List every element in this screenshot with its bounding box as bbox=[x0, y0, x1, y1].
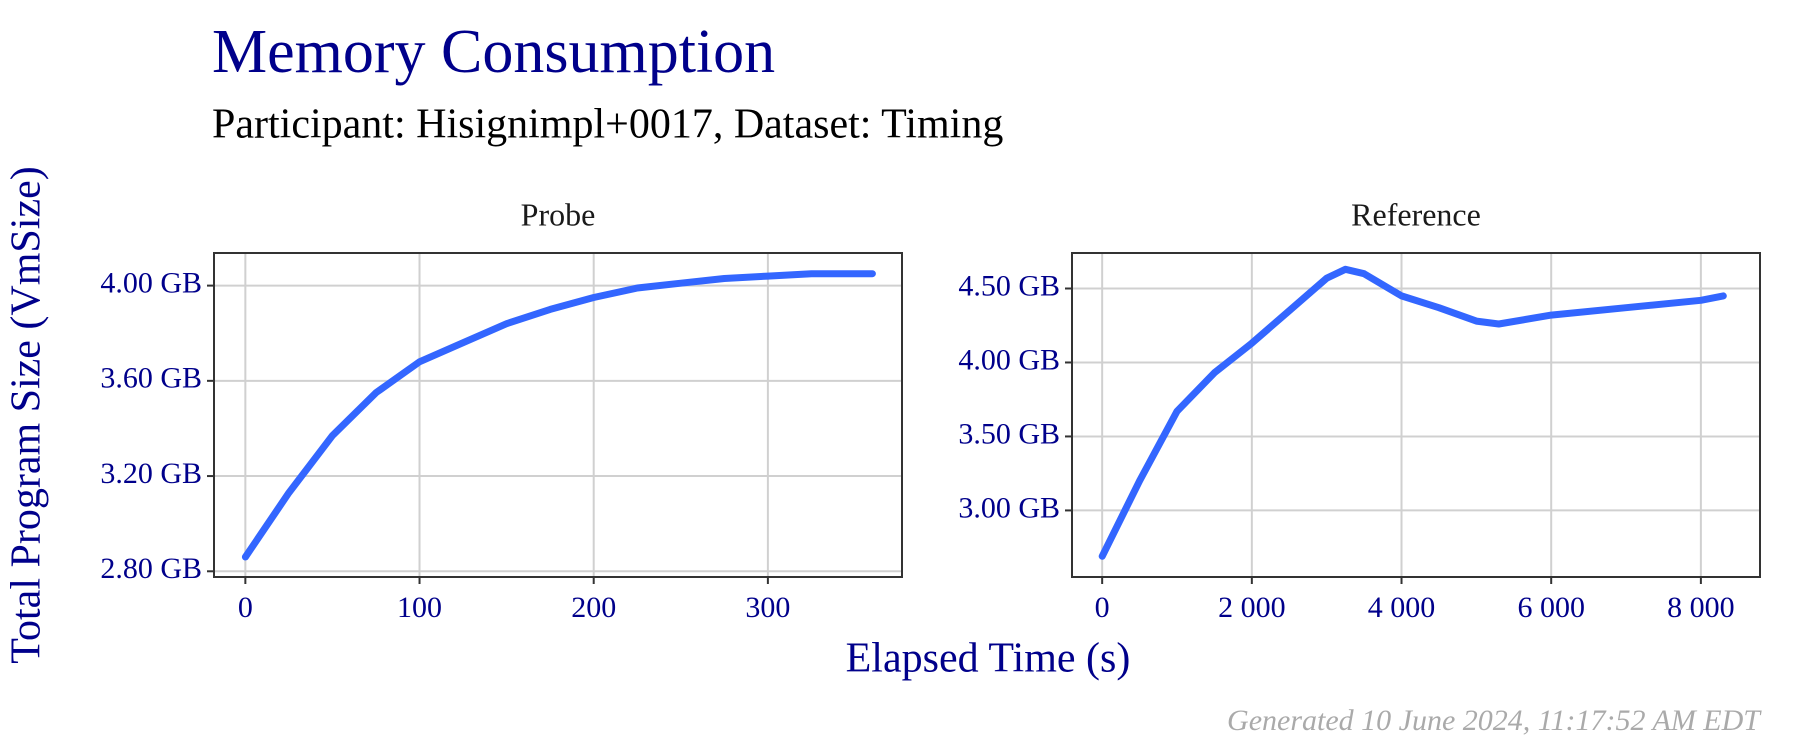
x-tick-label: 300 bbox=[745, 591, 790, 624]
x-axis-label: Elapsed Time (s) bbox=[846, 636, 1131, 682]
x-tick-label: 200 bbox=[571, 591, 616, 624]
y-axis-label: Total Program Size (VmSize) bbox=[4, 166, 50, 663]
x-tick-label: 0 bbox=[238, 591, 253, 624]
y-tick-label: 4.00 GB bbox=[958, 343, 1060, 376]
y-tick-label: 3.50 GB bbox=[958, 417, 1060, 450]
panel-background bbox=[214, 253, 902, 577]
x-tick-label: 100 bbox=[397, 591, 442, 624]
panel-border bbox=[1071, 252, 1761, 578]
y-tick-label: 3.60 GB bbox=[100, 362, 202, 395]
y-tick-label: 2.80 GB bbox=[100, 552, 202, 585]
y-tick-label: 3.00 GB bbox=[958, 491, 1060, 524]
x-tick-label: 6 000 bbox=[1517, 591, 1585, 624]
x-tick-label: 4 000 bbox=[1368, 591, 1436, 624]
x-tick-label: 0 bbox=[1095, 591, 1110, 624]
line bbox=[1098, 265, 1727, 560]
y-tick-label: 4.00 GB bbox=[100, 267, 202, 300]
facet-title: Probe bbox=[521, 196, 596, 232]
chart-title: Memory Consumption bbox=[212, 18, 775, 86]
chart-subtitle: Participant: Hisignimpl+0017, Dataset: T… bbox=[212, 102, 1003, 148]
panel-border bbox=[213, 252, 903, 578]
y-tick-label: 3.20 GB bbox=[100, 457, 202, 490]
x-tick-label: 8 000 bbox=[1667, 591, 1735, 624]
y-tick-label: 4.50 GB bbox=[958, 269, 1060, 302]
facet-title: Reference bbox=[1351, 196, 1481, 232]
caption: Generated 10 June 2024, 11:17:52 AM EDT bbox=[1227, 704, 1762, 737]
line bbox=[241, 270, 876, 561]
x-tick-label: 2 000 bbox=[1218, 591, 1286, 624]
